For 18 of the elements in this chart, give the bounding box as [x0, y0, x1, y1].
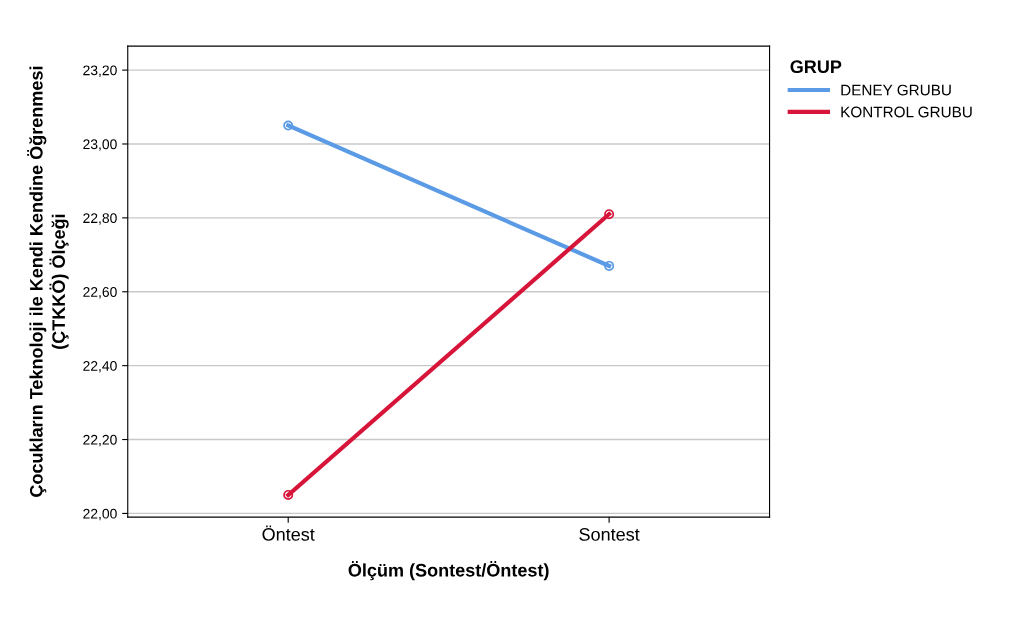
y-tick-label: 22,20	[83, 434, 117, 447]
point	[604, 260, 615, 271]
legend-label: DENEY GRUBU	[841, 84, 951, 96]
legend-label: KONTROL GRUBU	[841, 106, 972, 118]
x-tick-label: Sontest	[579, 528, 640, 541]
x-tick-label: Öntest	[262, 525, 315, 541]
legend-title: GRUP	[790, 60, 842, 74]
y-tick-label: 23,20	[83, 65, 117, 77]
point	[283, 489, 294, 500]
x-axis-title: Ölçüm (Sontest/Öntest)	[348, 561, 549, 581]
y-tick-label: 23,00	[83, 139, 117, 151]
point	[283, 120, 294, 131]
y-tick-label: 22,40	[83, 360, 117, 373]
point	[604, 209, 615, 220]
y-axis-title: Çocukların Teknoloji ile Kendi Kendine Öğrenmesi (ÇTKKÖ) Ölçeği	[27, 66, 69, 497]
y-tick-label: 22,60	[83, 287, 117, 299]
y-tick-label: 22,80	[83, 213, 117, 225]
y-tick-label: 22,00	[83, 508, 117, 521]
